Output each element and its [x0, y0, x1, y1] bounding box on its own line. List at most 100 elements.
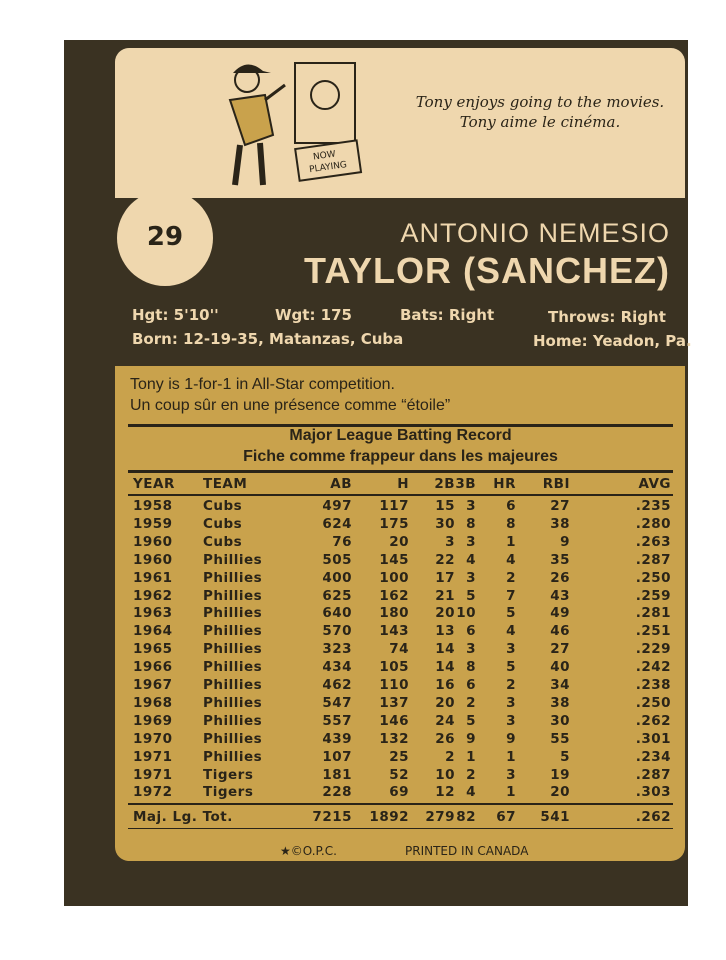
cell-year: 1965: [133, 641, 173, 658]
cell-avg: .262: [635, 712, 671, 729]
cell-hr: 1: [506, 784, 516, 801]
cell-rbi: 35: [550, 551, 570, 568]
cell-h: 132: [379, 730, 409, 747]
weight: Wgt: 175: [275, 306, 352, 324]
cell-avg: .281: [635, 605, 671, 622]
fact-french: Un coup sûr en une présence comme “étoil…: [130, 397, 451, 414]
cell-h: 117: [379, 498, 409, 514]
cell-h: 52: [389, 766, 409, 783]
cell-avg: .242: [635, 659, 671, 676]
caption-english: Tony enjoys going to the movies.: [415, 93, 665, 111]
table-row: 1961 Phillies 400 100 17 3 2 26 .250: [0, 570, 726, 588]
cell-h: 146: [379, 712, 409, 729]
cell-avg: .262: [635, 809, 671, 825]
cell-3b: 5: [466, 587, 476, 604]
cell-ab: 505: [322, 551, 352, 568]
cell-year: 1971: [133, 766, 173, 783]
cell-ab: 497: [322, 498, 352, 514]
cell-team: Cubs: [203, 515, 243, 532]
cell-ab: 7215: [312, 809, 352, 825]
cell-3b: 2: [466, 766, 476, 783]
cell-rbi: 20: [550, 784, 570, 801]
cell-year: 1960: [133, 533, 173, 550]
cell-2b: 14: [435, 641, 455, 658]
fact-text: Tony is 1-for-1 in All-Star competition.…: [130, 374, 450, 416]
cartoon-caption: Tony enjoys going to the movies. Tony ai…: [400, 92, 680, 132]
cell-team: Cubs: [203, 498, 243, 514]
cell-avg: .287: [635, 551, 671, 568]
baseball-icon: [117, 190, 213, 286]
cell-ab: 107: [322, 748, 352, 765]
cell-rbi: 541: [540, 809, 570, 825]
cell-team: TEAM: [203, 476, 248, 492]
cell-hr: 4: [506, 623, 516, 640]
cell-h: 1892: [369, 809, 409, 825]
caption-french: Tony aime le cinéma.: [459, 113, 621, 131]
player-last-name: TAYLOR (SANCHEZ): [304, 250, 670, 291]
cell-hr: 5: [506, 659, 516, 676]
stats-panel: [115, 366, 685, 861]
cell-h: 105: [379, 659, 409, 676]
cell-team: Tigers: [203, 766, 254, 783]
cell-ab: 462: [322, 677, 352, 693]
cell-h: 162: [379, 587, 409, 604]
cell-3b: 3: [466, 498, 476, 514]
player-first-name: ANTONIO NEMESIO: [400, 218, 670, 248]
cell-team: Phillies: [203, 677, 263, 693]
divider: [128, 424, 673, 427]
cell-rbi: 19: [550, 766, 570, 783]
cartoon-illustration: NOW PLAYING: [228, 62, 363, 186]
cell-h: 145: [379, 551, 409, 568]
cell-rbi: 38: [550, 515, 570, 532]
cell-h: 143: [379, 623, 409, 640]
cell-rbi: 49: [550, 605, 570, 622]
cell-h: 100: [379, 569, 409, 586]
cell-hr: 3: [506, 712, 516, 729]
table-row: 1971 Tigers 181 52 10 2 3 19 .287: [0, 767, 726, 785]
cell-h: 110: [379, 677, 409, 693]
bats: Bats: Right: [400, 306, 495, 324]
cell-year: 1972: [133, 784, 173, 801]
cell-avg: .229: [635, 641, 671, 658]
cell-rbi: 38: [550, 694, 570, 711]
cell-year: 1966: [133, 659, 173, 676]
divider: [128, 828, 673, 829]
cell-h: H: [397, 476, 409, 492]
cell-hr: 8: [506, 515, 516, 532]
cell-team: Phillies: [203, 730, 263, 747]
cell-year: YEAR: [133, 476, 175, 492]
cell-ab: 181: [322, 766, 352, 783]
cell-avg: .234: [635, 748, 671, 765]
cell-ab: 557: [322, 712, 352, 729]
sign-now: NOW: [312, 149, 336, 162]
cell-avg: .280: [635, 515, 671, 532]
cell-rbi: 46: [550, 623, 570, 640]
cell-ab: 323: [322, 641, 352, 658]
cell-year: 1964: [133, 623, 173, 640]
table-row: 1960 Phillies 505 145 22 4 4 35 .287: [0, 552, 726, 570]
cell-2b: 15: [435, 498, 455, 514]
cell-2b: 22: [435, 551, 455, 568]
cell-avg: .259: [635, 587, 671, 604]
cell-ab: 625: [322, 587, 352, 604]
cell-hr: 3: [506, 694, 516, 711]
cell-rbi: 43: [550, 587, 570, 604]
cell-avg: .301: [635, 730, 671, 747]
table-row: 1966 Phillies 434 105 14 8 5 40 .242: [0, 659, 726, 677]
cell-ab: AB: [330, 476, 352, 492]
cell-3b: 6: [466, 623, 476, 640]
cell-hr: 2: [506, 677, 516, 693]
table-header: YEAR TEAM AB H 2B 3B HR RBI AVG: [0, 476, 726, 494]
cell-2b: 2: [445, 748, 455, 765]
cell-avg: .263: [635, 533, 671, 550]
table-row: 1964 Phillies 570 143 13 6 4 46 .251: [0, 623, 726, 641]
cell-year: 1961: [133, 569, 173, 586]
table-row: 1968 Phillies 547 137 20 2 3 38 .250: [0, 695, 726, 713]
cell-hr: 7: [506, 587, 516, 604]
cell-2b: 12: [435, 784, 455, 801]
cell-h: 20: [389, 533, 409, 550]
cell-team: Phillies: [203, 712, 263, 729]
cell-2b: 21: [435, 587, 455, 604]
cell-avg: .238: [635, 677, 671, 693]
cell-3b: 1: [466, 748, 476, 765]
